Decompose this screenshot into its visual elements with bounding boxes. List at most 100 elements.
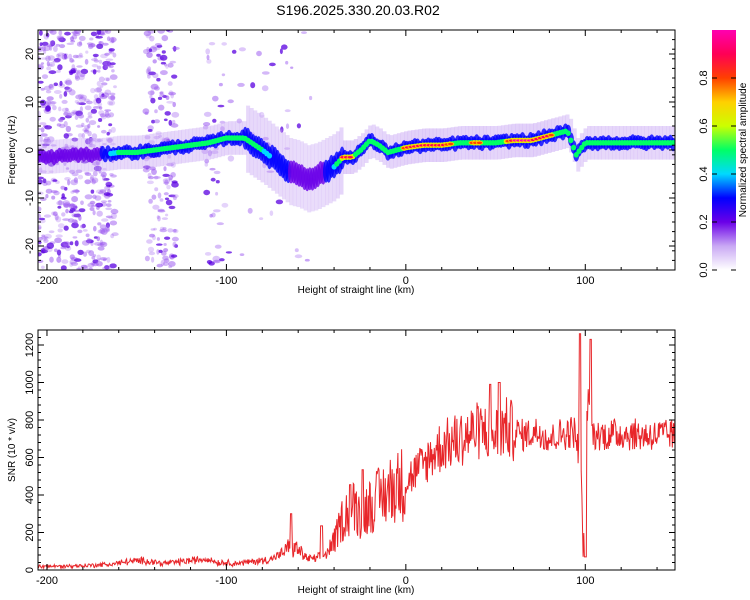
noise-speckle (79, 72, 86, 78)
noise-speckle (162, 227, 167, 230)
noise-speckle (92, 53, 99, 58)
noise-speckle (280, 126, 284, 133)
noise-speckle (111, 37, 115, 44)
noise-speckle (110, 174, 117, 178)
noise-speckle (109, 40, 115, 44)
noise-speckle (172, 195, 177, 201)
noise-speckle (236, 118, 242, 124)
noise-speckle (100, 242, 106, 246)
noise-speckle (80, 224, 85, 229)
noise-speckle (107, 138, 113, 144)
noise-speckle (56, 69, 61, 73)
noise-speckle (219, 120, 226, 124)
noise-speckle (163, 243, 167, 246)
noise-speckle (163, 258, 170, 263)
noise-speckle (149, 233, 155, 238)
noise-speckle (96, 30, 102, 35)
noise-speckle (284, 109, 291, 113)
noise-speckle (78, 52, 83, 58)
noise-speckle (161, 35, 169, 42)
colorbar: 0.0 0.2 0.4 0.6 0.8 Normalized spectral ampl… (698, 30, 749, 278)
noise-speckle (97, 246, 105, 251)
noise-speckle (106, 131, 110, 136)
noise-speckle (76, 212, 81, 219)
noise-speckle (151, 194, 157, 200)
noise-speckle (104, 265, 110, 270)
noise-speckle (201, 148, 209, 155)
noise-speckle (91, 161, 100, 166)
noise-speckle (85, 50, 89, 54)
noise-speckle (154, 187, 159, 192)
noise-speckle (48, 43, 55, 47)
noise-speckle (74, 100, 80, 104)
noise-speckle (174, 244, 179, 248)
ridge-peak-cell (346, 155, 354, 160)
noise-speckle (40, 248, 46, 254)
noise-speckle (64, 31, 71, 36)
noise-speckle (93, 59, 100, 63)
noise-speckle (104, 52, 110, 56)
noise-speckle (219, 258, 225, 262)
noise-speckle (110, 212, 117, 220)
noise-speckle (156, 77, 161, 82)
noise-speckle (93, 165, 102, 172)
y-tick-label: -20 (24, 238, 36, 254)
noise-speckle (84, 105, 92, 111)
noise-speckle (109, 62, 116, 66)
noise-speckle (95, 202, 104, 208)
noise-speckle (44, 125, 52, 130)
noise-speckle (62, 218, 70, 221)
noise-speckle (44, 214, 51, 218)
noise-speckle (168, 194, 176, 198)
noise-speckle (212, 118, 217, 123)
noise-speckle (87, 130, 92, 137)
noise-speckle (96, 65, 102, 70)
noise-speckle (64, 177, 71, 181)
noise-speckle (40, 87, 45, 91)
noise-speckle (71, 64, 76, 70)
noise-speckle (100, 114, 107, 120)
noise-speckle (105, 181, 112, 186)
noise-speckle (281, 44, 288, 50)
noise-speckle (99, 189, 107, 193)
noise-speckle (148, 71, 157, 76)
noise-speckle (109, 220, 118, 226)
noise-speckle (155, 131, 162, 136)
noise-speckle (91, 179, 96, 185)
noise-speckle (210, 150, 219, 154)
noise-speckle (95, 189, 104, 194)
noise-speckle (38, 226, 42, 230)
ridge-core-cell (670, 140, 675, 146)
noise-speckle (172, 119, 176, 125)
noise-speckle (38, 176, 44, 180)
noise-speckle (70, 40, 76, 43)
noise-speckle (57, 54, 62, 61)
noise-speckle (75, 188, 79, 195)
noise-speckle (159, 90, 165, 97)
noise-speckle (74, 73, 79, 80)
x-tick-label: 100 (576, 575, 594, 587)
noise-speckle (172, 229, 179, 234)
noise-speckle (159, 228, 167, 233)
spectral-ridge (38, 105, 675, 213)
noise-speckle (203, 189, 211, 196)
noise-speckle (108, 123, 113, 127)
noise-speckle (106, 256, 111, 263)
noise-speckle (82, 229, 88, 232)
noise-speckle (69, 58, 74, 63)
spectrogram-xlabel: Height of straight line (km) (298, 285, 415, 296)
noise-speckle (225, 251, 232, 254)
noise-speckle (38, 46, 44, 50)
noise-speckle (88, 120, 97, 126)
noise-speckle (82, 251, 88, 257)
noise-speckle (55, 234, 63, 238)
noise-speckle (64, 143, 69, 149)
noise-speckle (221, 202, 229, 208)
noise-speckle (285, 123, 290, 129)
noise-speckle (59, 44, 66, 49)
noise-speckle (146, 180, 154, 185)
noise-speckle (218, 82, 223, 87)
